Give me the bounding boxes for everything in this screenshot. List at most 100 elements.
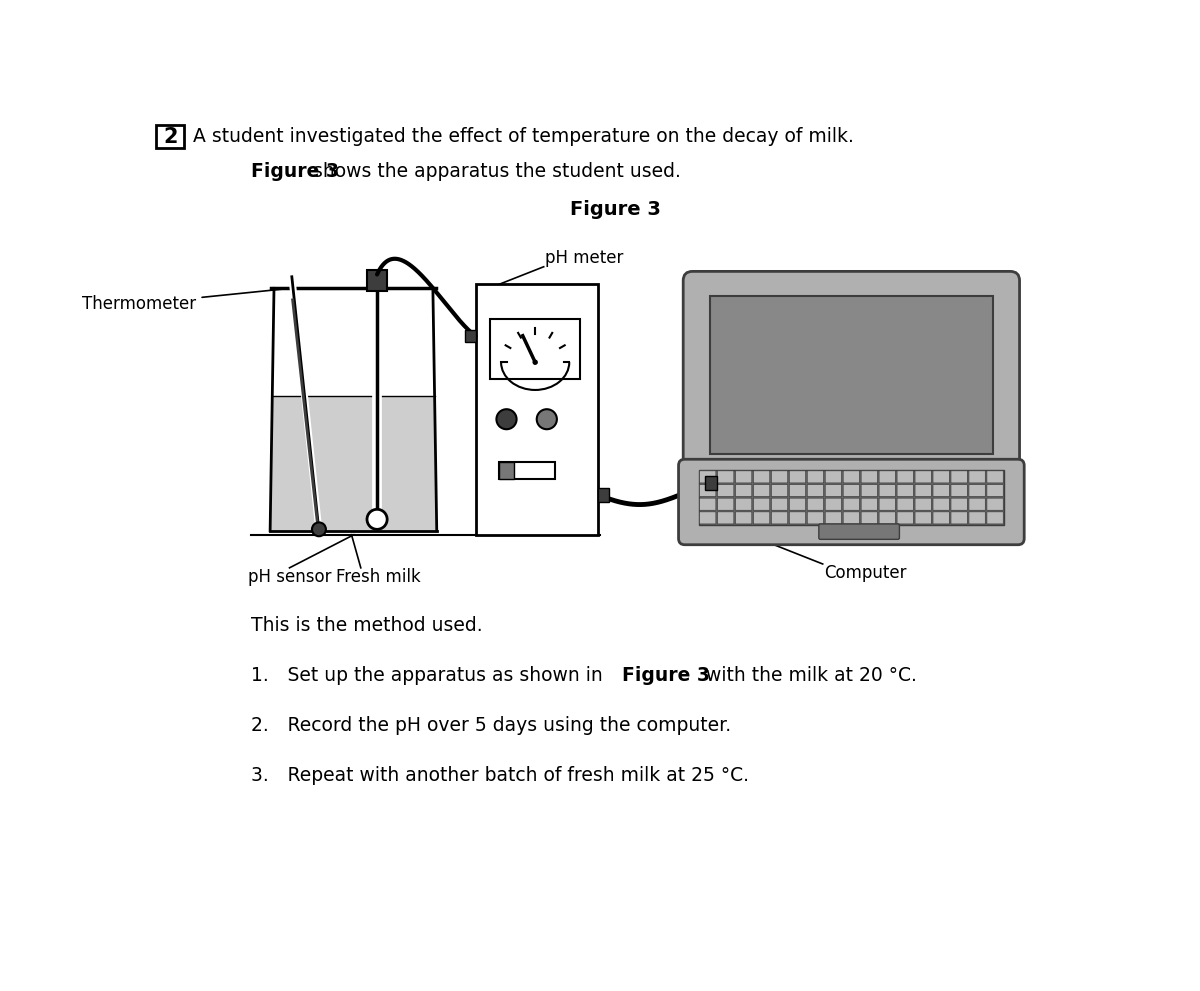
FancyBboxPatch shape bbox=[844, 485, 859, 496]
FancyBboxPatch shape bbox=[932, 511, 949, 524]
Text: Figure 3: Figure 3 bbox=[251, 162, 338, 180]
FancyBboxPatch shape bbox=[704, 477, 718, 491]
Text: 3. Repeat with another batch of fresh milk at 25 °C.: 3. Repeat with another batch of fresh mi… bbox=[251, 766, 749, 785]
FancyBboxPatch shape bbox=[790, 498, 805, 510]
FancyBboxPatch shape bbox=[772, 498, 787, 510]
FancyBboxPatch shape bbox=[678, 459, 1025, 545]
FancyBboxPatch shape bbox=[818, 524, 900, 539]
FancyBboxPatch shape bbox=[862, 511, 877, 524]
FancyBboxPatch shape bbox=[808, 485, 823, 496]
FancyBboxPatch shape bbox=[916, 498, 931, 510]
FancyBboxPatch shape bbox=[698, 470, 1004, 524]
Text: 1. Set up the apparatus as shown in: 1. Set up the apparatus as shown in bbox=[251, 666, 608, 685]
Circle shape bbox=[497, 409, 516, 429]
FancyBboxPatch shape bbox=[898, 511, 913, 524]
FancyBboxPatch shape bbox=[950, 471, 967, 483]
FancyBboxPatch shape bbox=[736, 485, 752, 496]
Circle shape bbox=[312, 522, 326, 536]
FancyBboxPatch shape bbox=[844, 498, 859, 510]
FancyBboxPatch shape bbox=[156, 125, 184, 149]
FancyBboxPatch shape bbox=[880, 498, 895, 510]
Text: 2: 2 bbox=[163, 127, 178, 147]
FancyBboxPatch shape bbox=[754, 471, 769, 483]
Text: 1. Set up the apparatus as shown in: 1. Set up the apparatus as shown in bbox=[251, 666, 608, 685]
FancyBboxPatch shape bbox=[968, 511, 985, 524]
FancyBboxPatch shape bbox=[916, 511, 931, 524]
FancyBboxPatch shape bbox=[790, 471, 805, 483]
FancyBboxPatch shape bbox=[916, 485, 931, 496]
FancyBboxPatch shape bbox=[862, 471, 877, 483]
FancyBboxPatch shape bbox=[932, 498, 949, 510]
FancyBboxPatch shape bbox=[598, 488, 608, 501]
FancyBboxPatch shape bbox=[700, 471, 716, 483]
FancyBboxPatch shape bbox=[986, 498, 1003, 510]
FancyBboxPatch shape bbox=[718, 511, 734, 524]
FancyBboxPatch shape bbox=[880, 511, 895, 524]
FancyBboxPatch shape bbox=[754, 498, 769, 510]
Text: Figure 3: Figure 3 bbox=[622, 666, 709, 685]
Text: This is the method used.: This is the method used. bbox=[251, 615, 482, 634]
Text: Computer: Computer bbox=[824, 564, 907, 582]
FancyBboxPatch shape bbox=[826, 498, 841, 510]
FancyBboxPatch shape bbox=[736, 471, 752, 483]
FancyBboxPatch shape bbox=[736, 511, 752, 524]
Text: 2. Record the pH over 5 days using the computer.: 2. Record the pH over 5 days using the c… bbox=[251, 716, 731, 734]
FancyBboxPatch shape bbox=[826, 471, 841, 483]
Text: pH sensor: pH sensor bbox=[247, 568, 331, 586]
Circle shape bbox=[367, 509, 388, 529]
Circle shape bbox=[533, 360, 538, 365]
Text: with the milk at 20 °C.: with the milk at 20 °C. bbox=[700, 666, 917, 685]
FancyBboxPatch shape bbox=[950, 485, 967, 496]
FancyBboxPatch shape bbox=[790, 511, 805, 524]
FancyBboxPatch shape bbox=[718, 498, 734, 510]
FancyBboxPatch shape bbox=[754, 511, 769, 524]
Text: pH meter: pH meter bbox=[545, 249, 624, 267]
Text: shows the apparatus the student used.: shows the apparatus the student used. bbox=[306, 162, 680, 180]
FancyBboxPatch shape bbox=[499, 462, 515, 479]
FancyBboxPatch shape bbox=[475, 284, 598, 535]
Text: Figure 3: Figure 3 bbox=[622, 666, 709, 685]
FancyBboxPatch shape bbox=[700, 498, 716, 510]
FancyBboxPatch shape bbox=[826, 511, 841, 524]
FancyBboxPatch shape bbox=[808, 511, 823, 524]
FancyBboxPatch shape bbox=[709, 296, 994, 454]
FancyBboxPatch shape bbox=[772, 485, 787, 496]
FancyBboxPatch shape bbox=[683, 272, 1020, 479]
FancyBboxPatch shape bbox=[932, 485, 949, 496]
Text: A student investigated the effect of temperature on the decay of milk.: A student investigated the effect of tem… bbox=[193, 127, 853, 146]
FancyBboxPatch shape bbox=[808, 471, 823, 483]
FancyBboxPatch shape bbox=[736, 498, 752, 510]
FancyBboxPatch shape bbox=[986, 485, 1003, 496]
FancyBboxPatch shape bbox=[880, 471, 895, 483]
FancyBboxPatch shape bbox=[700, 511, 716, 524]
FancyBboxPatch shape bbox=[932, 471, 949, 483]
FancyBboxPatch shape bbox=[880, 485, 895, 496]
FancyBboxPatch shape bbox=[968, 485, 985, 496]
FancyBboxPatch shape bbox=[772, 511, 787, 524]
Text: Fresh milk: Fresh milk bbox=[336, 568, 421, 586]
Text: OFF: OFF bbox=[535, 436, 559, 449]
FancyBboxPatch shape bbox=[862, 485, 877, 496]
FancyBboxPatch shape bbox=[499, 462, 554, 479]
FancyBboxPatch shape bbox=[464, 330, 475, 342]
Text: ON: ON bbox=[497, 436, 516, 449]
FancyBboxPatch shape bbox=[367, 270, 388, 291]
FancyBboxPatch shape bbox=[916, 471, 931, 483]
Polygon shape bbox=[270, 396, 437, 531]
FancyBboxPatch shape bbox=[790, 485, 805, 496]
FancyBboxPatch shape bbox=[826, 485, 841, 496]
FancyBboxPatch shape bbox=[898, 498, 913, 510]
Text: Figure 3: Figure 3 bbox=[570, 200, 660, 219]
FancyBboxPatch shape bbox=[772, 471, 787, 483]
FancyBboxPatch shape bbox=[754, 485, 769, 496]
FancyBboxPatch shape bbox=[844, 471, 859, 483]
FancyBboxPatch shape bbox=[898, 485, 913, 496]
FancyBboxPatch shape bbox=[718, 485, 734, 496]
FancyBboxPatch shape bbox=[700, 485, 716, 496]
FancyBboxPatch shape bbox=[491, 319, 580, 380]
FancyBboxPatch shape bbox=[968, 498, 985, 510]
FancyBboxPatch shape bbox=[718, 471, 734, 483]
FancyBboxPatch shape bbox=[986, 511, 1003, 524]
FancyBboxPatch shape bbox=[950, 511, 967, 524]
FancyBboxPatch shape bbox=[898, 471, 913, 483]
